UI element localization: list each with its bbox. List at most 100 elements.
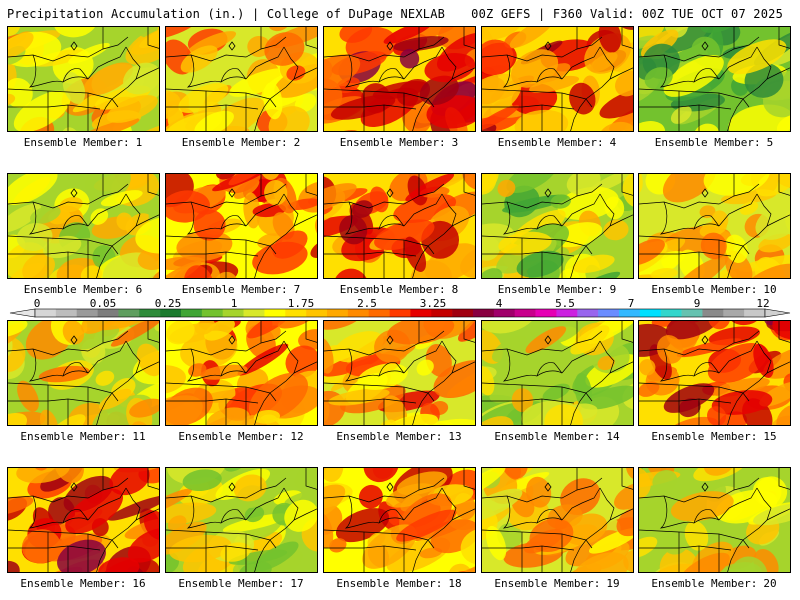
colorbar-swatch	[681, 309, 703, 317]
colorbar-tick-label: 3.25	[419, 297, 447, 310]
precip-blob	[178, 83, 229, 113]
precip-blob	[387, 321, 455, 345]
precip-blob	[21, 529, 61, 564]
precip-blob	[676, 338, 742, 358]
colorbar-tick-label: 1.75	[287, 297, 315, 310]
precip-blob	[639, 27, 665, 41]
precip-blob	[542, 383, 570, 401]
precip-blob	[396, 471, 448, 496]
ensemble-member-map	[638, 173, 791, 279]
precip-blob	[599, 87, 633, 119]
precip-blob	[53, 27, 98, 38]
precip-blob	[77, 118, 140, 131]
ensemble-member-caption: Ensemble Member: 5	[635, 136, 793, 149]
precip-blob	[176, 230, 233, 261]
colorbar-swatch	[452, 309, 474, 317]
run-info: 00Z GEFS | F360 Valid: 00Z TUE OCT 07 20…	[471, 7, 783, 21]
map-boundaries	[639, 468, 790, 572]
precip-blob	[374, 219, 435, 251]
member-number: 1	[135, 136, 143, 149]
member-number: 6	[135, 283, 143, 296]
precip-blob	[598, 121, 633, 131]
precip-blob	[136, 343, 159, 377]
precip-blob	[460, 528, 475, 565]
precip-blob	[166, 488, 192, 517]
precip-blob	[247, 321, 294, 339]
precip-blob	[663, 535, 688, 555]
colorbar-swatch	[97, 309, 119, 317]
precip-blob	[131, 27, 159, 55]
precip-blob	[639, 250, 686, 278]
ensemble-member-map	[638, 467, 791, 573]
caption-label: Ensemble Member:	[654, 136, 761, 149]
precip-blob	[673, 255, 728, 278]
station-marker-icon	[70, 335, 78, 345]
precip-blob	[248, 372, 309, 421]
precip-blob	[639, 536, 658, 559]
map-boundaries	[166, 174, 317, 278]
precip-blob	[604, 196, 625, 220]
ensemble-member-caption: Ensemble Member: 2	[162, 136, 320, 149]
member-number: 7	[293, 283, 301, 296]
ensemble-member-map	[323, 26, 476, 132]
precip-blob	[277, 321, 314, 329]
colorbar-swatch	[139, 309, 161, 317]
ensemble-member-map	[481, 320, 634, 426]
ensemble-member-caption: Ensemble Member: 18	[320, 577, 478, 590]
precip-blob	[396, 509, 457, 542]
colorbar-swatch	[577, 309, 599, 317]
precip-blob	[324, 183, 357, 214]
precip-blob	[603, 219, 629, 241]
precip-blob	[644, 67, 673, 90]
station-marker-icon	[386, 335, 394, 345]
map-boundaries	[482, 174, 633, 278]
precip-blob	[482, 416, 514, 425]
colorbar-swatch	[160, 309, 182, 317]
caption-label: Ensemble Member:	[23, 136, 130, 149]
map-boundaries	[324, 468, 475, 572]
precip-blob	[776, 113, 790, 131]
colorbar-swatch	[285, 309, 307, 317]
precip-blob	[482, 104, 520, 131]
colorbar-swatch	[556, 309, 578, 317]
colorbar-swatch	[723, 309, 745, 317]
map-boundaries	[8, 321, 159, 425]
member-number: 5	[766, 136, 774, 149]
precip-blob	[264, 32, 305, 66]
station-marker-icon	[70, 482, 78, 492]
precip-blob	[650, 268, 678, 278]
precip-blob	[489, 373, 538, 403]
member-number: 4	[609, 136, 617, 149]
precip-blob	[194, 110, 234, 131]
precip-blob	[482, 488, 523, 523]
colorbar-min-arrow	[9, 308, 36, 318]
precip-blob	[194, 321, 216, 335]
precip-blob	[116, 212, 133, 231]
ensemble-member-caption: Ensemble Member: 10	[635, 283, 793, 296]
station-marker-icon	[386, 188, 394, 198]
precip-blob	[228, 174, 285, 186]
precip-blob	[324, 54, 361, 90]
precip-blob	[383, 27, 433, 44]
precip-blob	[166, 190, 210, 223]
precip-blob	[98, 557, 140, 572]
precip-blob	[8, 93, 16, 107]
caption-label: Ensemble Member:	[339, 136, 446, 149]
precip-blob	[712, 377, 770, 397]
station-marker-icon	[544, 188, 552, 198]
colorbar-tick-label: 7	[627, 297, 635, 310]
station-marker-icon	[544, 482, 552, 492]
precip-blob	[109, 468, 150, 496]
precip-blob	[482, 468, 506, 500]
colorbar-swatch	[535, 309, 557, 317]
colorbar-tick-label: 4	[495, 297, 503, 310]
map-boundaries	[166, 468, 317, 572]
colorbar-swatch	[35, 309, 57, 317]
precip-blob	[123, 62, 159, 95]
precip-blob	[581, 385, 633, 410]
precip-blob	[482, 268, 503, 278]
precip-blob	[358, 484, 383, 509]
precip-blob	[180, 330, 238, 369]
precip-blob	[656, 335, 683, 364]
colorbar-swatch	[493, 309, 516, 317]
